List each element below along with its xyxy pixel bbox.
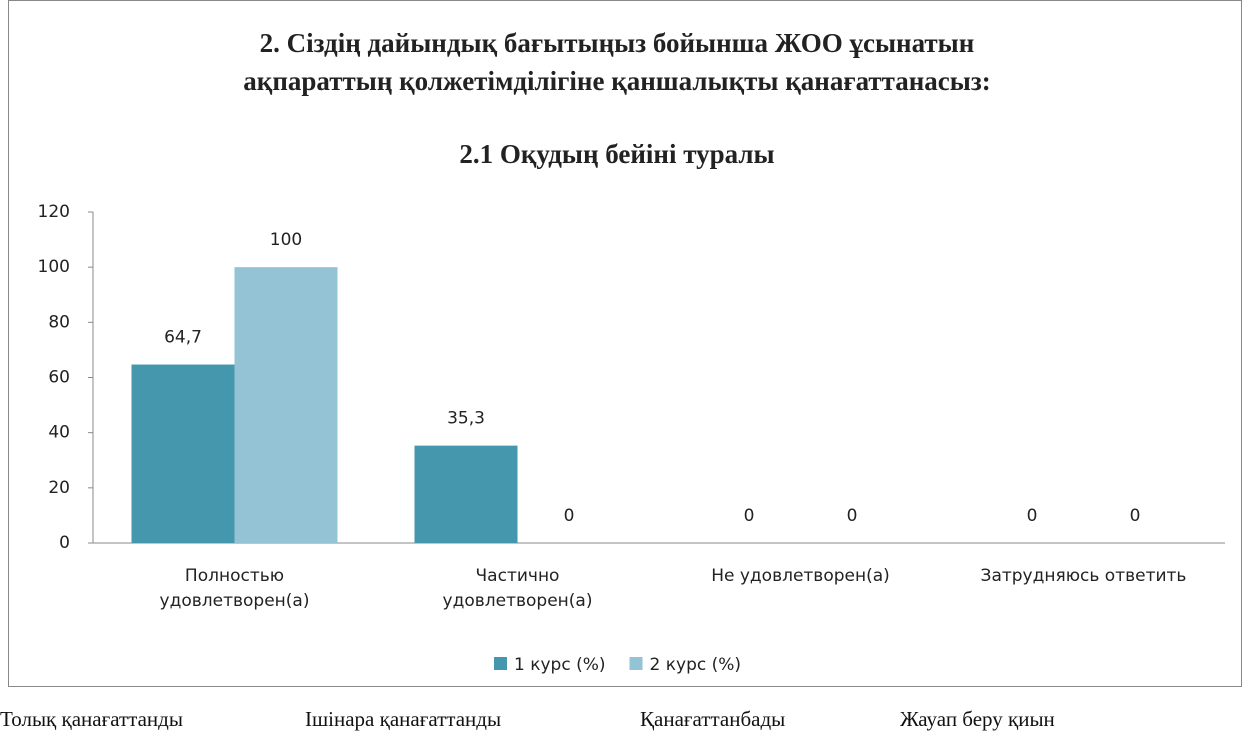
y-tick-label: 40 (48, 423, 70, 443)
x-tick-label: Не удовлетворен(а) (711, 566, 890, 586)
y-tick-label: 100 (38, 257, 70, 277)
bar (131, 364, 235, 543)
footer-label: Ішінара қанағаттанды (305, 707, 502, 731)
x-tick-label: Затрудняюсь ответить (980, 566, 1187, 586)
data-label: 0 (1130, 506, 1141, 526)
data-label: 0 (564, 506, 575, 526)
footer-label: Толық қанағаттанды (0, 707, 183, 731)
chart-title: ақпараттың қолжетімділігіне қаншалықты қ… (243, 66, 990, 96)
data-label: 100 (270, 230, 302, 250)
bar (234, 267, 338, 543)
data-label: 35,3 (447, 409, 485, 429)
legend-swatch (494, 657, 507, 670)
y-tick-label: 80 (48, 312, 70, 332)
chart-title: 2. Сіздің дайындық бағытыңыз бойынша ЖОО… (260, 28, 975, 58)
y-tick-label: 0 (59, 533, 70, 553)
data-label: 0 (1027, 506, 1038, 526)
x-tick-label: Частично удовлетворен(а) (442, 566, 593, 611)
y-tick-label: 120 (38, 202, 70, 222)
data-label: 0 (744, 506, 755, 526)
legend-swatch (629, 657, 643, 670)
y-tick-label: 20 (48, 478, 70, 498)
chart-subtitle: 2.1 Оқудың бейіні туралы (459, 139, 774, 169)
chart-frame (8, 0, 1242, 687)
data-label: 64,7 (164, 328, 202, 348)
legend-label: 2 курс (%) (650, 655, 742, 675)
footer-label: Жауап беру қиын (900, 707, 1055, 731)
footer-label: Қанағаттанбады (640, 707, 786, 731)
data-label: 0 (847, 506, 858, 526)
bar (414, 445, 518, 543)
x-tick-label: Полностью удовлетворен(а) (159, 566, 310, 611)
legend-label: 1 курс (%) (514, 655, 606, 675)
y-tick-label: 60 (48, 368, 70, 388)
